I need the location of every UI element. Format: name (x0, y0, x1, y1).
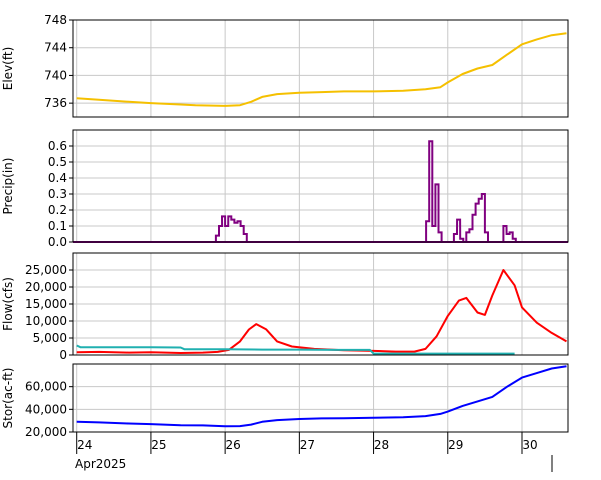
flow-frame (72, 252, 569, 356)
storage-series-0 (76, 365, 567, 428)
elevation-ytick-label-2: 744 (44, 41, 67, 55)
flow-ytick-label-2: 10,000 (25, 314, 67, 328)
precipitation-ytick-label-5: 0.5 (48, 155, 67, 169)
precipitation-ytick-label-6: 0.6 (48, 139, 67, 153)
storage-frame (72, 363, 569, 433)
flow-series-0 (76, 269, 567, 354)
storage-ytick-label-0: 20,000 (25, 425, 67, 439)
flow-series-1 (76, 344, 515, 355)
storage-panel: 20,000 40,000 60,000 Stor(ac-ft) (1, 363, 569, 439)
xtick-label-28: 28 (374, 438, 389, 452)
flow-ylabel: Flow(cfs) (1, 277, 15, 331)
xtick-label-29: 29 (448, 438, 463, 452)
precip-bar-28 (507, 234, 510, 242)
xtick-label-25: 25 (151, 438, 166, 452)
flow-ytick-label-0: 0 (59, 348, 67, 362)
precipitation-frame (72, 129, 569, 243)
flow-ytick-label-5: 25,000 (25, 263, 67, 277)
flow-panel: 0 5,000 10,000 15,000 20,000 25,000 Flow(cfs) (1, 252, 569, 362)
month-label: Apr2025 (75, 457, 126, 471)
precipitation-ytick-label-3: 0.3 (48, 187, 67, 201)
storage-ytick-label-1: 40,000 (25, 402, 67, 416)
precipitation-ytick-label-0: 0.0 (48, 235, 67, 249)
storage-ylabel: Stor(ac-ft) (1, 368, 15, 429)
elevation-frame (72, 19, 569, 118)
elevation-series-0 (76, 32, 567, 107)
flow-ytick-label-4: 20,000 (25, 280, 67, 294)
xtick-label-24: 24 (77, 438, 92, 452)
precip-bar-13 (432, 226, 435, 242)
x-axis: 24 25 26 27 28 29 30 Apr2025 (75, 432, 553, 472)
precipitation-ytick-label-2: 0.2 (48, 203, 67, 217)
flow-ytick-label-1: 5,000 (33, 331, 67, 345)
precipitation-panel: 0.0 0.1 0.2 0.3 0.4 0.5 0.6 Precip(in) (1, 129, 569, 249)
elevation-ylabel: Elev(ft) (1, 47, 15, 90)
xtick-label-26: 26 (225, 438, 240, 452)
precip-bar-23 (479, 199, 482, 242)
elevation-ytick-label-1: 740 (44, 68, 67, 82)
elevation-ytick-label-0: 736 (44, 96, 67, 110)
precipitation-ytick-label-1: 0.1 (48, 219, 67, 233)
precip-bars (214, 140, 517, 243)
elevation-panel: 736 740 744 748 Elev(ft) (1, 13, 569, 118)
precipitation-ylabel: Precip(in) (1, 158, 15, 215)
elevation-ytick-label-3: 748 (44, 13, 67, 27)
xtick-label-30: 30 (522, 438, 537, 452)
xtick-label-27: 27 (300, 438, 315, 452)
precipitation-ytick-label-4: 0.4 (48, 171, 67, 185)
flow-ytick-label-3: 15,000 (25, 297, 67, 311)
storage-ytick-label-2: 60,000 (25, 380, 67, 394)
